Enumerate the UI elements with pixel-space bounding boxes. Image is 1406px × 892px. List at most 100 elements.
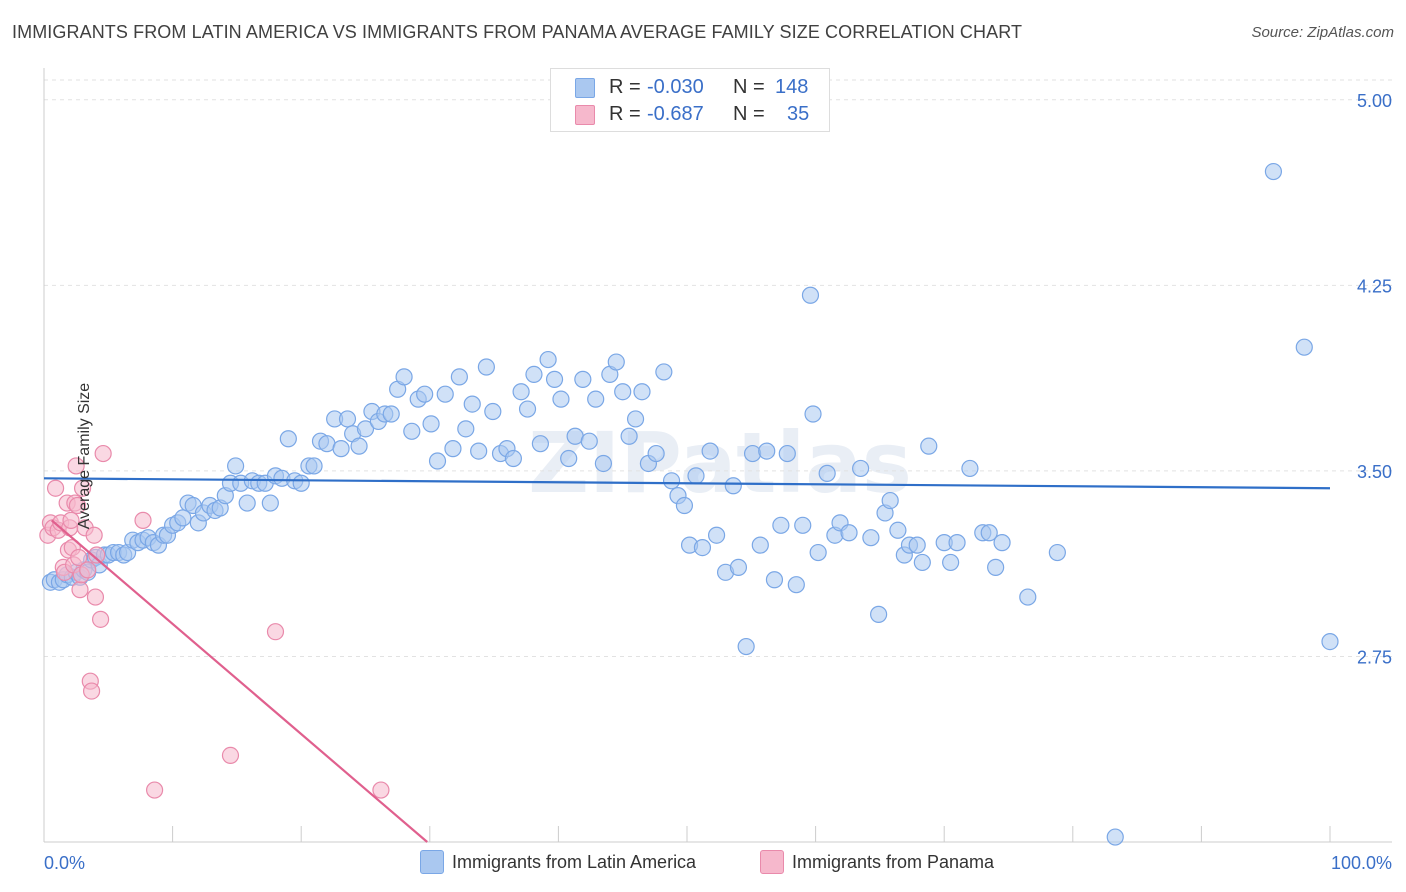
point-latin-america — [450, 368, 468, 386]
point-latin-america — [545, 370, 564, 388]
watermark: ZIPatlas — [528, 414, 912, 512]
point-latin-america — [614, 383, 632, 401]
point-latin-america — [626, 410, 645, 428]
point-latin-america — [436, 385, 454, 403]
series-swatch-latin-america — [575, 78, 595, 98]
point-latin-america — [338, 410, 357, 428]
point-panama — [134, 511, 152, 529]
n-value: 148 — [775, 76, 809, 98]
point-latin-america — [980, 524, 998, 542]
point-latin-america — [444, 440, 462, 458]
y-axis-label: Average Family Size — [76, 382, 94, 530]
y-tick-label: 5.00 — [1357, 91, 1392, 111]
point-latin-america — [525, 365, 543, 384]
point-latin-america — [1106, 828, 1124, 846]
point-latin-america — [961, 459, 979, 478]
point-panama — [68, 496, 87, 515]
point-latin-america — [809, 543, 827, 562]
point-latin-america — [356, 420, 375, 438]
point-latin-america — [292, 474, 310, 492]
chart-title: IMMIGRANTS FROM LATIN AMERICA VS IMMIGRA… — [12, 22, 1023, 42]
point-panama — [91, 610, 110, 628]
r-value: -0.030 — [647, 76, 704, 98]
n-value: 35 — [787, 103, 810, 125]
y-tick-label: 3.50 — [1357, 462, 1392, 482]
point-latin-america — [693, 538, 712, 557]
point-latin-america — [261, 494, 279, 512]
correlation-legend: R = -0.030 N = 148 R = -0.687 N = 35 — [550, 68, 830, 132]
point-panama — [82, 682, 101, 700]
x-tick-label: 100.0% — [1331, 853, 1392, 873]
series-swatch-panama — [575, 105, 595, 125]
point-latin-america — [305, 457, 323, 475]
point-latin-america — [743, 444, 762, 463]
point-latin-america — [552, 390, 570, 408]
point-latin-america — [382, 405, 400, 423]
trend-line-latin-america — [43, 477, 1331, 490]
point-latin-america — [512, 383, 530, 401]
point-latin-america — [416, 385, 434, 403]
point-latin-america — [701, 442, 719, 460]
point-latin-america — [633, 383, 651, 401]
n-label: N = — [733, 76, 765, 98]
x-tick-label: 0.0% — [44, 853, 85, 873]
legend-swatch-panama — [760, 850, 784, 874]
point-latin-america — [889, 521, 907, 539]
legend-label-panama: Immigrants from Panama — [792, 852, 995, 872]
point-latin-america — [804, 405, 822, 423]
point-latin-america — [801, 286, 820, 304]
point-latin-america — [751, 536, 769, 554]
y-tick-label: 4.25 — [1357, 276, 1392, 296]
point-latin-america — [655, 363, 673, 381]
point-latin-america — [587, 390, 605, 408]
point-latin-america — [580, 432, 598, 450]
point-panama — [73, 479, 92, 497]
point-latin-america — [662, 472, 681, 490]
point-latin-america — [840, 524, 858, 542]
point-latin-america — [729, 558, 748, 576]
point-latin-america — [477, 358, 495, 376]
point-panama — [266, 623, 285, 641]
point-latin-america — [724, 477, 742, 495]
point-latin-america — [707, 526, 726, 544]
point-latin-america — [1048, 543, 1066, 562]
point-latin-america — [942, 553, 960, 572]
point-latin-america — [238, 494, 256, 512]
point-panama — [85, 526, 103, 544]
point-latin-america — [948, 534, 966, 552]
point-latin-america — [463, 395, 481, 413]
point-latin-america — [504, 449, 522, 468]
r-label: R = — [609, 76, 641, 98]
r-label: R = — [609, 103, 641, 125]
point-latin-america — [1264, 162, 1283, 181]
n-label: N = — [733, 103, 765, 125]
legend-swatch-latin-america — [420, 850, 444, 874]
point-latin-america — [1295, 338, 1313, 356]
point-latin-america — [403, 422, 421, 440]
point-latin-america — [794, 516, 812, 534]
point-latin-america — [852, 459, 870, 478]
point-latin-america — [332, 440, 350, 458]
point-latin-america — [758, 442, 776, 460]
r-value: -0.687 — [647, 103, 704, 125]
point-latin-america — [227, 457, 245, 475]
point-latin-america — [594, 454, 613, 473]
point-latin-america — [470, 442, 488, 460]
point-latin-america — [607, 353, 625, 371]
point-latin-america — [279, 430, 297, 448]
point-latin-america — [518, 400, 537, 418]
point-latin-america — [818, 464, 836, 482]
correlation-row-panama: R = -0.687 N = 35 — [551, 101, 829, 127]
point-latin-america — [675, 496, 694, 515]
point-latin-america — [1019, 588, 1037, 606]
point-panama — [86, 588, 105, 606]
point-latin-america — [1321, 633, 1339, 651]
point-latin-america — [620, 427, 638, 445]
point-latin-america — [778, 444, 796, 463]
point-latin-america — [772, 516, 790, 534]
series-legend: Immigrants from Latin America Immigrants… — [0, 850, 1406, 880]
point-panama — [221, 746, 240, 765]
point-panama — [372, 781, 390, 799]
point-latin-america — [539, 350, 557, 369]
trend-line-panama — [51, 519, 428, 843]
